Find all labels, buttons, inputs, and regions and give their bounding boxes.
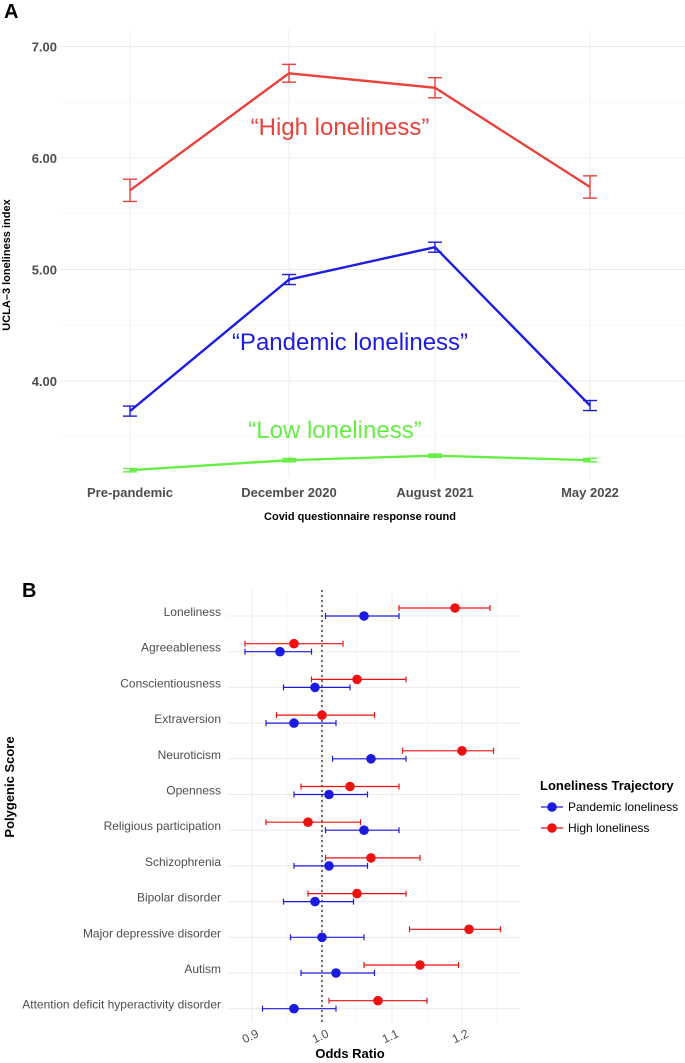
y-tick-label: Loneliness <box>164 605 221 619</box>
odds-ratio-point <box>324 861 334 871</box>
panel-a-label: A <box>4 1 18 23</box>
y-tick-label: 4.00 <box>32 374 57 389</box>
odds-ratio-point <box>366 853 376 863</box>
panel-b-label: B <box>22 580 36 602</box>
x-tick-label: May 2022 <box>561 485 619 500</box>
odds-ratio-point <box>275 646 285 657</box>
x-tick-label: December 2020 <box>241 485 336 500</box>
series-annotation: “Low loneliness” <box>248 417 421 444</box>
legend-key-point <box>547 802 557 812</box>
legend-title: Loneliness Trajectory <box>540 778 674 793</box>
y-tick-label: Attention deficit hyperactivity disorder <box>22 998 221 1012</box>
legend-label: High loneliness <box>568 821 649 835</box>
x-axis-title: Covid questionnaire response round <box>264 511 456 523</box>
odds-ratio-point <box>359 825 369 835</box>
odds-ratio-point <box>450 603 460 613</box>
odds-ratio-point <box>324 789 334 800</box>
y-tick-label: 6.00 <box>32 151 57 166</box>
y-tick-label: 7.00 <box>32 40 57 55</box>
series-annotation: “Pandemic loneliness” <box>232 329 468 356</box>
odds-ratio-point <box>317 710 327 720</box>
odds-ratio-point <box>317 932 327 943</box>
odds-ratio-point <box>289 1003 299 1014</box>
series-line <box>129 454 591 472</box>
odds-ratio-point <box>366 754 376 764</box>
odds-ratio-point <box>415 960 425 970</box>
y-tick-label: Conscientiousness <box>120 676 221 690</box>
y-tick-label: Autism <box>184 962 221 976</box>
series-line <box>129 245 591 413</box>
odds-ratio-point <box>310 896 320 907</box>
y-axis-title: UCLA–3 loneliness index <box>1 198 13 330</box>
y-tick-label: Neuroticism <box>158 748 221 762</box>
legend-label: Pandemic loneliness <box>568 800 678 814</box>
x-axis-title: Odds Ratio <box>315 1046 384 1061</box>
odds-ratio-point <box>310 682 320 693</box>
x-tick-label: August 2021 <box>396 485 473 500</box>
x-tick-label: Pre-pandemic <box>87 485 173 500</box>
y-tick-label: Schizophrenia <box>145 855 221 869</box>
odds-ratio-point <box>352 674 362 685</box>
x-tick-label: 1.2 <box>450 1026 471 1046</box>
odds-ratio-point <box>457 746 467 756</box>
odds-ratio-point <box>359 611 369 621</box>
legend-key-point <box>547 823 557 833</box>
x-tick-label: 0.9 <box>240 1026 261 1046</box>
panel-b-forest-plot: B Loneliness Agreeableness Conscientiousnes… <box>2 580 678 1061</box>
odds-ratio-point <box>373 995 383 1006</box>
odds-ratio-point <box>303 817 313 827</box>
y-tick-label: Bipolar disorder <box>137 891 221 905</box>
y-tick-label: Openness <box>166 784 221 798</box>
odds-ratio-point <box>289 718 299 728</box>
x-tick-label: 1.1 <box>380 1026 401 1046</box>
odds-ratio-point <box>345 781 355 792</box>
panel-a-line-chart: A 4.00 5.00 6.00 7.00 Pre-pandemic December 20… <box>1 1 685 523</box>
y-tick-label: Major depressive disorder <box>83 926 221 940</box>
odds-ratio-point <box>352 888 362 899</box>
y-tick-label: 5.00 <box>32 263 57 278</box>
x-tick-label: 1.0 <box>310 1026 331 1046</box>
series-line <box>129 72 591 192</box>
odds-ratio-point <box>464 924 474 935</box>
y-tick-label: Agreeableness <box>141 641 221 655</box>
odds-ratio-point <box>331 968 341 978</box>
series-annotation: “High loneliness” <box>251 114 430 141</box>
y-tick-label: Extraversion <box>154 712 221 726</box>
y-tick-label: Religious participation <box>104 819 221 833</box>
y-axis-title: Polygenic Score <box>2 736 17 837</box>
odds-ratio-point <box>289 638 299 649</box>
